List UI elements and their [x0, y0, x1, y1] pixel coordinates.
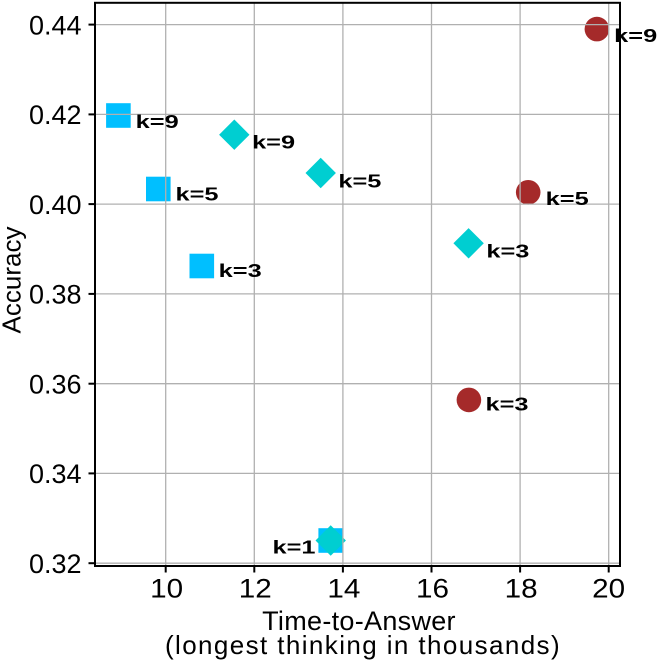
svg-text:k=5: k=5: [338, 171, 381, 192]
svg-text:k=5: k=5: [176, 183, 219, 204]
svg-text:k=5: k=5: [546, 188, 589, 209]
svg-text:0.34: 0.34: [29, 459, 82, 489]
svg-text:k=9: k=9: [136, 111, 179, 132]
svg-text:12: 12: [239, 574, 272, 604]
svg-text:Accuracy: Accuracy: [0, 227, 27, 334]
svg-text:0.42: 0.42: [29, 100, 82, 130]
svg-text:k=1: k=1: [273, 536, 316, 557]
svg-text:k=9: k=9: [252, 132, 295, 153]
svg-text:k=3: k=3: [219, 260, 262, 281]
svg-text:0.36: 0.36: [29, 369, 82, 399]
svg-text:k=3: k=3: [486, 241, 529, 262]
svg-text:(longest thinking in thousands: (longest thinking in thousands): [165, 630, 561, 660]
svg-text:k=9: k=9: [614, 25, 657, 46]
svg-text:14: 14: [327, 574, 360, 604]
svg-text:10: 10: [150, 574, 183, 604]
svg-text:0.40: 0.40: [29, 190, 82, 220]
svg-text:18: 18: [505, 574, 538, 604]
svg-text:16: 16: [416, 574, 449, 604]
svg-text:0.38: 0.38: [29, 280, 82, 310]
svg-text:20: 20: [592, 574, 625, 604]
svg-text:0.44: 0.44: [29, 10, 82, 40]
svg-text:Time-to-Answer: Time-to-Answer: [262, 606, 456, 636]
svg-text:0.32: 0.32: [29, 549, 82, 579]
svg-text:k=3: k=3: [486, 394, 529, 415]
